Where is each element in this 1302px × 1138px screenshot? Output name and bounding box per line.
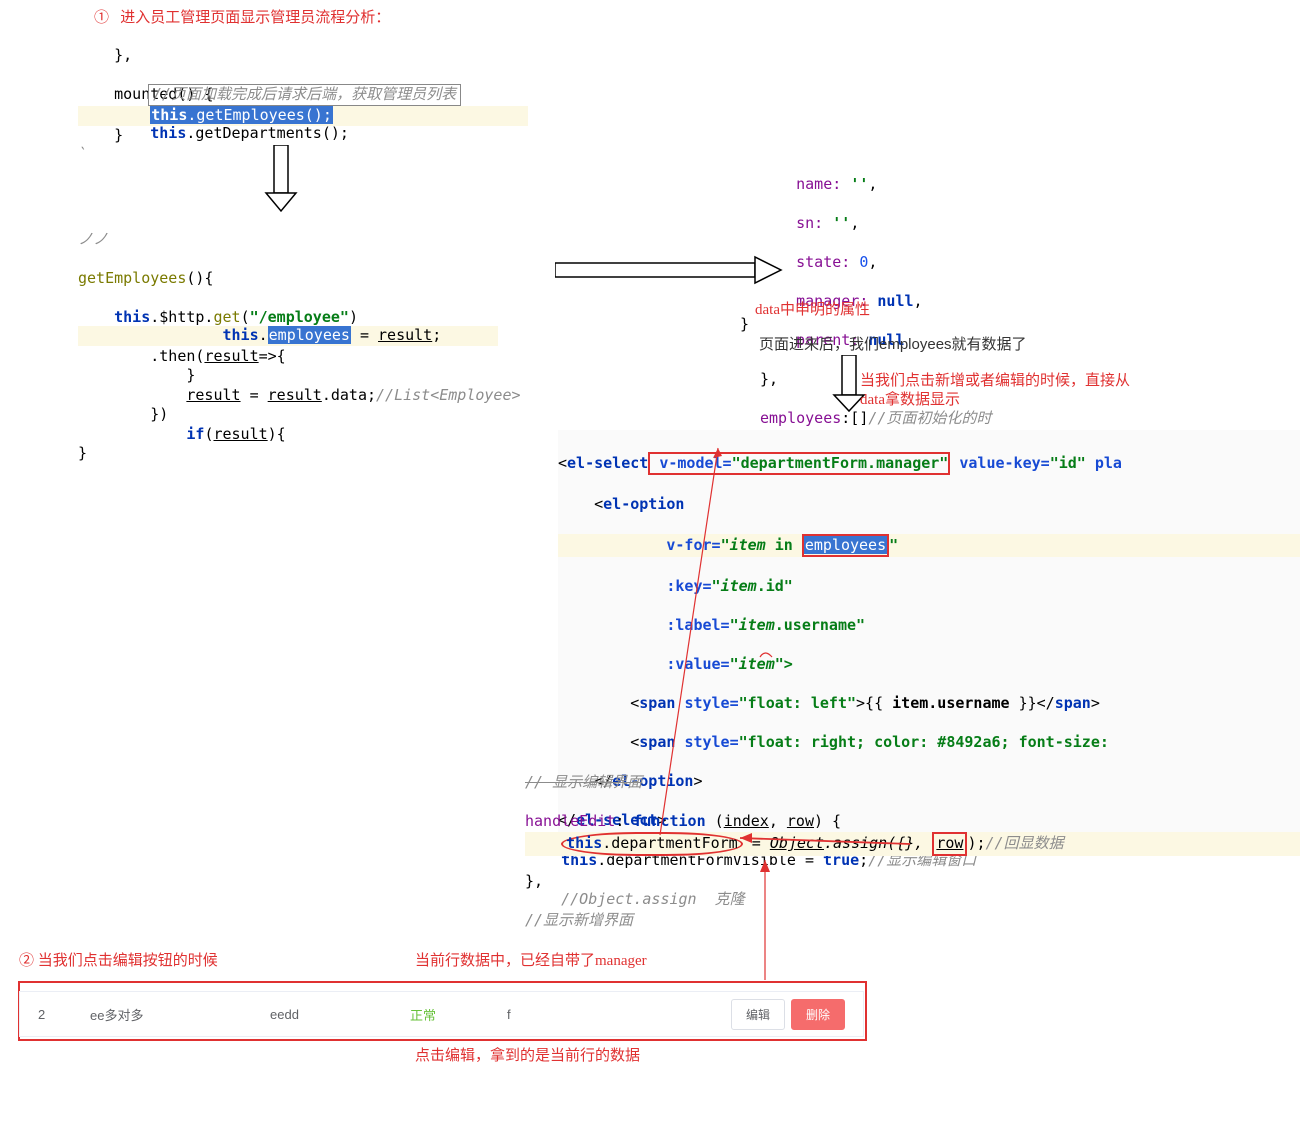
code-block-handle-edit-close: }, //显示新增界面: [525, 852, 633, 930]
cell-id: 2: [38, 1007, 90, 1022]
comment-boxed: //页面加载完成后请求后端，获取管理员列表: [148, 84, 461, 106]
step2-marker: ② 当我们点击编辑按钮的时候: [19, 949, 218, 970]
anno-click-add-edit2: data拿数据显示: [860, 388, 960, 409]
delete-button[interactable]: 删除: [791, 999, 845, 1030]
step1-marker: ① 进入员工管理页面显示管理员流程分析：: [94, 6, 390, 27]
code-glyph-1: `: [78, 145, 87, 165]
code-block-mounted-close: }: [78, 126, 123, 146]
code-block-get-employees-close: } }) }: [78, 346, 195, 463]
arrow-right-1: [555, 253, 785, 293]
line-assign-employees: this.employees = result;: [78, 326, 498, 346]
cell-extra: f: [507, 1007, 707, 1022]
anno-page-loaded: 页面进来后，我们employees就有数据了: [759, 333, 1027, 354]
anno-row-has-manager: 当前行数据中，已经自带了manager: [415, 949, 647, 970]
cell-status: 正常: [410, 1005, 507, 1024]
cell-code: eedd: [270, 1007, 410, 1022]
line-get-employees-call: this.getEmployees();: [78, 106, 528, 126]
line-department-form-assign: this.departmentForm = Object.assign({}, …: [525, 832, 1300, 856]
anno-click-add-edit: 当我们点击新增或者编辑的时候，直接从: [860, 369, 1130, 390]
edit-button[interactable]: 编辑: [731, 999, 785, 1030]
anno-data-declared: data中申明的属性: [755, 298, 870, 319]
arrow-down-1: [262, 145, 302, 215]
anno-click-edit-get-row: 点击编辑，拿到的是当前行的数据: [415, 1044, 640, 1065]
code-block-data-close-brace: }: [740, 315, 749, 335]
table-row: 2 ee多对多 eedd 正常 f 编辑 删除: [19, 991, 864, 1037]
cell-name: ee多对多: [90, 1005, 270, 1024]
